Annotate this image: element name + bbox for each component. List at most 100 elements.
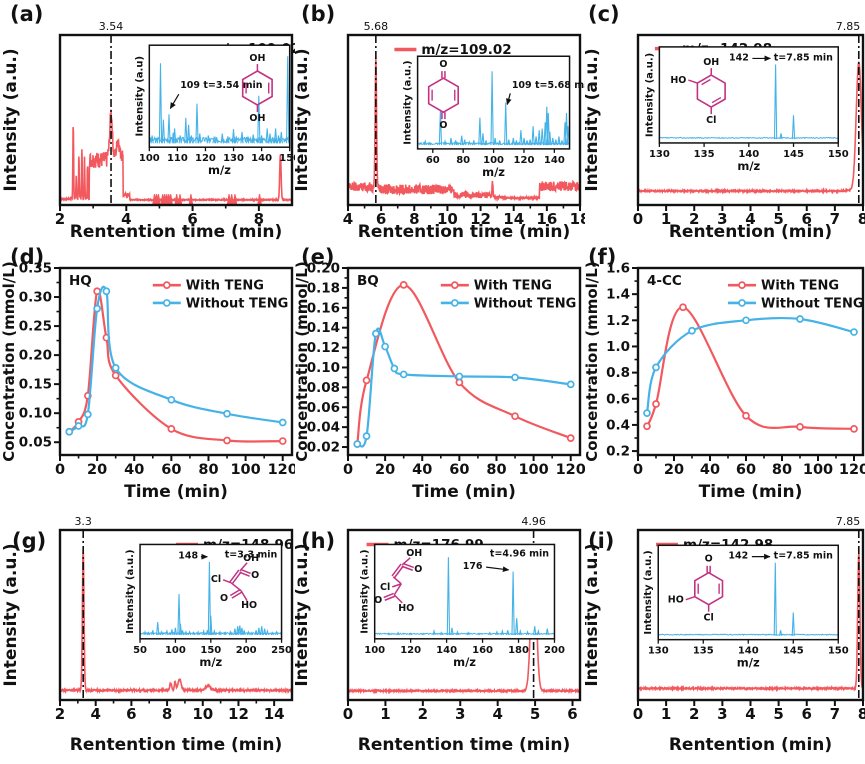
spectrum-peaks [150, 56, 290, 144]
atom-label: HO [670, 75, 686, 86]
legend-marker [738, 281, 746, 290]
atom-label: O [220, 593, 228, 604]
y-tick-label: 0.8 [606, 365, 630, 381]
bond [688, 79, 698, 84]
inset-bg [658, 545, 839, 640]
x-tick-label: 0 [55, 462, 65, 478]
spectrum-baseline [374, 632, 555, 636]
panel-letter-a: (a) [10, 2, 44, 26]
panel-a: (a) Rentention time (min) Intensity (a.u.… [0, 0, 295, 245]
x-tick-label: 4 [121, 210, 131, 228]
axis-frame [346, 266, 582, 457]
axis-frame [346, 528, 582, 702]
series-without-teng-marker [278, 418, 287, 427]
x-tick-label: 60 [736, 462, 756, 478]
chromatogram-trace [637, 60, 864, 195]
x-tick-label: 12 [228, 705, 249, 723]
inset-x-tick-label: 135 [694, 149, 715, 160]
series-without-teng-marker [74, 422, 83, 430]
spectrum-baseline [658, 633, 839, 636]
x-tick-label: 0 [633, 705, 643, 723]
x-tick-label: 6 [376, 210, 386, 228]
inset-y-axis-label: Intensity (a.u.) [403, 60, 414, 144]
y-tick-label: 0.10 [19, 406, 52, 422]
double-bond [441, 71, 446, 79]
inset-x-tick-label: 130 [223, 153, 244, 164]
inset-mass-spectrum: 130 135 140 145 150 m/z Intensity (a.u.) 142 t=7… [643, 544, 849, 670]
panel-letter-d: (d) [10, 245, 45, 269]
inset-x-tick-label: 50 [133, 645, 147, 656]
mz-annotation: 142 [728, 551, 748, 562]
x-tick-label: 8 [162, 705, 172, 723]
series-with-teng-marker [223, 436, 231, 445]
series-with-teng-marker [850, 424, 858, 433]
series-without-teng-marker [511, 373, 519, 382]
inset-x-tick-label: 120 [400, 645, 421, 656]
inset-x-tick-label: 140 [738, 646, 759, 657]
y-tick-label: 1.4 [606, 287, 630, 303]
inset-frame [148, 44, 291, 148]
x-tick-label: 60 [449, 462, 469, 478]
series-with-teng-marker [511, 412, 519, 421]
x-tick-label: 14 [264, 705, 285, 723]
x-tick-label: 10 [437, 210, 458, 228]
axis-frame [58, 528, 294, 702]
ring [694, 571, 724, 606]
y-axis-label: Intensity (a.u.) [295, 543, 312, 686]
atom-label: OH [703, 57, 719, 68]
x-axis-label: Time (min) [699, 482, 803, 502]
series-without-teng-marker [102, 287, 111, 296]
atom-label: Cl [704, 613, 714, 624]
x-tick-label: 8 [409, 210, 419, 228]
inset-bg [659, 46, 839, 143]
y-axis-label: Intensity (a.u.) [585, 48, 602, 191]
x-tick-label: 0 [343, 705, 353, 723]
x-tick-label: 60 [161, 462, 181, 478]
series-with-teng-marker [679, 303, 687, 312]
series-without-teng-marker [111, 364, 120, 372]
inset-x-axis-label: m/z [453, 655, 476, 669]
inset-x-axis-label: m/z [737, 159, 760, 173]
double-bond [441, 112, 446, 120]
peak-time-label: 5.68 [364, 20, 389, 33]
series-without-teng-marker [353, 440, 362, 448]
series-without-teng-marker [390, 364, 399, 373]
series-with-teng-marker [742, 411, 750, 420]
panel-d-canvas: Time (min) Concentration (mmol/L) 0 20 40 60 8… [0, 261, 295, 503]
legend: With TENG Without TENG [152, 279, 288, 311]
inset-x-tick-label: 180 [508, 645, 529, 656]
x-tick-label: 7 [830, 210, 840, 228]
legend: m/z=109.02 [394, 42, 512, 58]
inset-x-tick-label: 200 [544, 645, 565, 656]
y-tick-label: 0.2 [606, 444, 630, 460]
inset-x-tick-label: 120 [195, 153, 216, 164]
panel-h-canvas: Rentention time (min) Intensity (a.u.) 4.9… [295, 515, 582, 755]
inset-mass-spectrum: 100 110 120 130 140 150 m/z Intensity (a.u) 109 … [134, 44, 295, 177]
double-bond [391, 563, 405, 579]
inset-y-axis-label: Intensity (a.u) [134, 56, 145, 137]
series-without-teng-marker [167, 395, 176, 404]
inset-x-tick-label: 100 [364, 645, 385, 656]
retention-annotation: t=3.3 min [225, 550, 278, 561]
x-tick-label: 16 [536, 210, 557, 228]
series-without-teng-line [645, 316, 855, 414]
inset-x-tick-label: 100 [139, 153, 160, 164]
y-tick-label: 0.10 [307, 360, 340, 376]
retention-annotation: t=7.85 min [774, 52, 833, 63]
mz-annotation: 176 [463, 561, 483, 572]
peak-time-label: 3.54 [99, 20, 124, 33]
inset-x-axis-label: m/z [482, 165, 505, 179]
legend: With TENG Without TENG [728, 279, 864, 311]
inset-x-tick-label: 160 [472, 645, 493, 656]
y-tick-label: 0.6 [606, 391, 630, 407]
inset-y-axis-label: Intensity (a.u.) [643, 550, 654, 634]
y-tick-label: 0.30 [19, 290, 52, 306]
series-without-teng-marker [362, 432, 371, 440]
panel-g: (g) Rentention time (min) Intensity (a.u.… [0, 505, 295, 764]
y-tick-label: 0.35 [19, 261, 52, 277]
panel-letter-h: (h) [301, 529, 336, 553]
x-tick-label: 40 [700, 462, 720, 478]
y-tick-label: 0.15 [19, 377, 52, 393]
